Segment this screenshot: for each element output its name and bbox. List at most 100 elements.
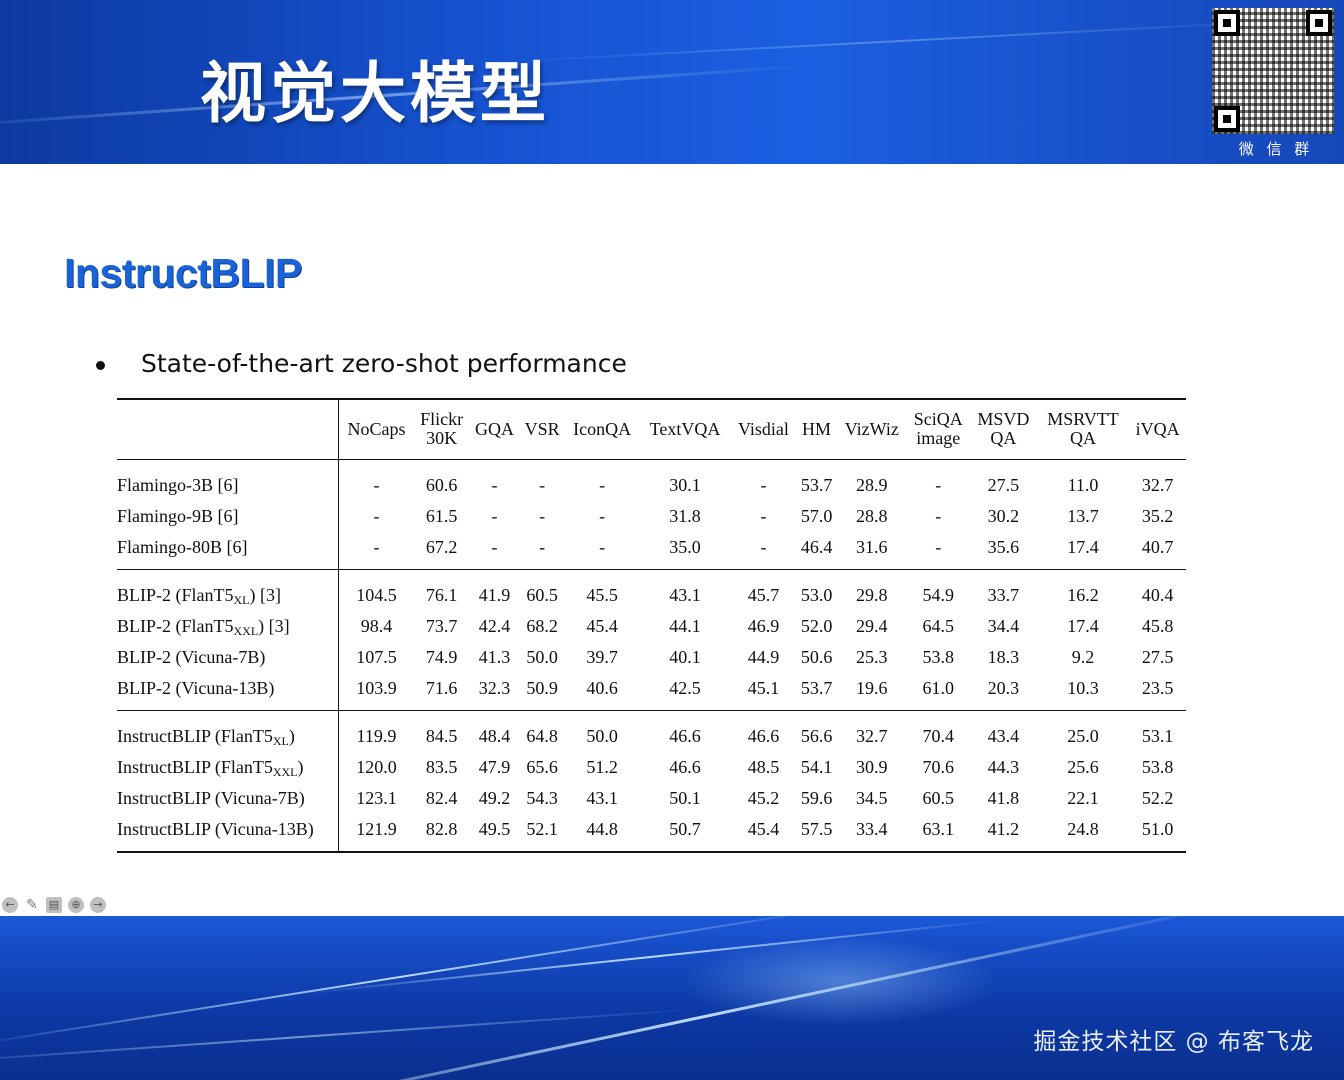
score-cell: 40.6 [564, 672, 640, 711]
subtitle-icon[interactable]: ▤ [46, 897, 62, 913]
score-cell: 48.5 [747, 756, 780, 777]
score-cell: 25.3 [856, 646, 888, 667]
score-cell: 18.3 [987, 646, 1020, 667]
model-name-cell: InstructBLIP (FlanT5XL) [117, 710, 339, 752]
score-cell: 35.6 [969, 531, 1037, 570]
score-cell: 29.8 [856, 584, 888, 605]
score-cell: 53.1 [1141, 725, 1174, 746]
score-cell: 41.8 [987, 787, 1020, 808]
score-cell: - [599, 505, 606, 526]
slide-nav-toolbar: ← ✎ ▤ ⊕ → [2, 897, 112, 915]
score-cell: 28.8 [856, 505, 888, 526]
score-cell: - [539, 474, 546, 495]
table-row: BLIP-2 (Vicuna-13B) 103.9 71.6 32.3 50.9 40.6… [117, 672, 1186, 711]
score-cell: 44.3 [987, 756, 1020, 777]
score-cell: 76.1 [425, 584, 458, 605]
pen-icon[interactable]: ✎ [26, 897, 38, 913]
model-name-part: XL [233, 592, 250, 607]
score-cell: 27.5 [1141, 646, 1174, 667]
score-cell: 45.4 [586, 615, 618, 636]
zoom-icon[interactable]: ⊕ [68, 897, 84, 913]
model-name-part: InstructBLIP (FlanT5 [117, 756, 273, 777]
score-cell: 68.2 [526, 615, 558, 636]
score-cell: 82.4 [425, 787, 458, 808]
score-cell: 98.4 [360, 615, 393, 636]
model-name-cell: Flamingo-9B [6] [117, 500, 339, 532]
score-cell: 42.4 [478, 615, 511, 636]
score-cell: 51.0 [1129, 813, 1186, 853]
column-header-line1: MSVD [977, 409, 1030, 430]
column-header-line1: SciQA [913, 409, 963, 430]
model-name-part: XL [272, 733, 289, 748]
column-header-line1: Flickr [420, 409, 464, 430]
score-cell: 82.8 [413, 813, 470, 853]
score-cell: 50.0 [526, 646, 558, 667]
score-cell: - [935, 474, 942, 495]
score-cell: 40.7 [1129, 531, 1186, 570]
score-cell: 54.3 [526, 787, 558, 808]
score-cell: 43.1 [669, 584, 701, 605]
score-cell: 22.1 [1067, 787, 1099, 808]
model-name-cell: BLIP-2 (Vicuna-7B) [117, 641, 339, 673]
model-name-part: InstructBLIP (FlanT5 [117, 725, 273, 746]
model-name-cell: BLIP-2 (FlanT5XXL) [3] [117, 610, 339, 642]
score-cell: 13.7 [1067, 505, 1099, 526]
score-cell: 28.9 [856, 474, 888, 495]
score-cell: 30.2 [987, 505, 1020, 526]
score-cell: 45.4 [730, 813, 797, 853]
score-cell: 17.4 [1067, 615, 1099, 636]
score-cell: 46.6 [747, 725, 780, 746]
model-name-part: ) [3] [258, 615, 290, 636]
score-cell: - [730, 531, 797, 570]
score-cell: 50.7 [639, 813, 731, 853]
score-cell: 42.5 [639, 672, 731, 711]
bullet-text: State-of-the-art zero-shot performance [141, 349, 627, 378]
score-cell: 65.6 [526, 756, 558, 777]
score-cell: 64.5 [922, 615, 955, 636]
table-row: InstructBLIP (FlanT5XL) 119.9 84.5 48.4 64.8… [117, 710, 1186, 752]
score-cell: 45.1 [730, 672, 797, 711]
score-cell: 119.9 [356, 725, 397, 746]
next-arrow-icon[interactable]: → [90, 897, 106, 913]
qr-code-panel: 微 信 群 [1206, 4, 1338, 160]
table-row: InstructBLIP (Vicuna-7B) 123.1 82.4 49.2 54.… [117, 782, 1186, 814]
table-column-header: MSVD QA [969, 398, 1037, 460]
score-cell: 71.6 [413, 672, 470, 711]
score-cell: 34.5 [856, 787, 888, 808]
score-cell: 25.0 [1067, 725, 1099, 746]
score-cell: 45.2 [747, 787, 780, 808]
score-cell: 121.9 [338, 813, 414, 853]
score-cell: 35.2 [1141, 505, 1174, 526]
table-column-header: iVQA [1129, 398, 1186, 460]
column-header-line1: HM [802, 418, 832, 439]
score-cell: 52.2 [1141, 787, 1174, 808]
table-row: InstructBLIP (Vicuna-13B) 121.9 82.8 49.5 52… [117, 813, 1186, 853]
score-cell: 40.4 [1141, 584, 1174, 605]
model-name-part: XXL [272, 764, 298, 779]
score-cell: 67.2 [413, 531, 470, 570]
column-header-line1: TextVQA [649, 418, 721, 439]
column-header-line1: Visdial [737, 418, 789, 439]
score-cell: 59.6 [800, 787, 833, 808]
score-cell: 61.0 [906, 672, 970, 711]
score-cell: - [519, 531, 565, 570]
score-cell: - [599, 474, 606, 495]
prev-arrow-icon[interactable]: ← [2, 897, 18, 913]
table-column-header: IconQA [564, 398, 640, 460]
page-title: 视觉大模型 [200, 55, 550, 132]
model-name-cell: Flamingo-80B [6] [117, 531, 339, 570]
model-name-cell: InstructBLIP (Vicuna-7B) [117, 782, 339, 814]
model-name-cell: Flamingo-3B [6] [117, 459, 339, 501]
score-cell: 49.5 [469, 813, 520, 853]
score-cell: 41.9 [478, 584, 511, 605]
score-cell: 51.2 [586, 756, 618, 777]
score-cell: 47.9 [478, 756, 511, 777]
model-name-cell: BLIP-2 (FlanT5XL) [3] [117, 569, 339, 611]
score-cell: 74.9 [425, 646, 458, 667]
score-cell: 46.4 [796, 531, 837, 570]
score-cell: 10.3 [1036, 672, 1130, 711]
score-cell: 54.1 [800, 756, 833, 777]
score-cell: 53.7 [796, 672, 837, 711]
score-cell: 32.7 [1141, 474, 1174, 495]
score-cell: - [760, 474, 767, 495]
